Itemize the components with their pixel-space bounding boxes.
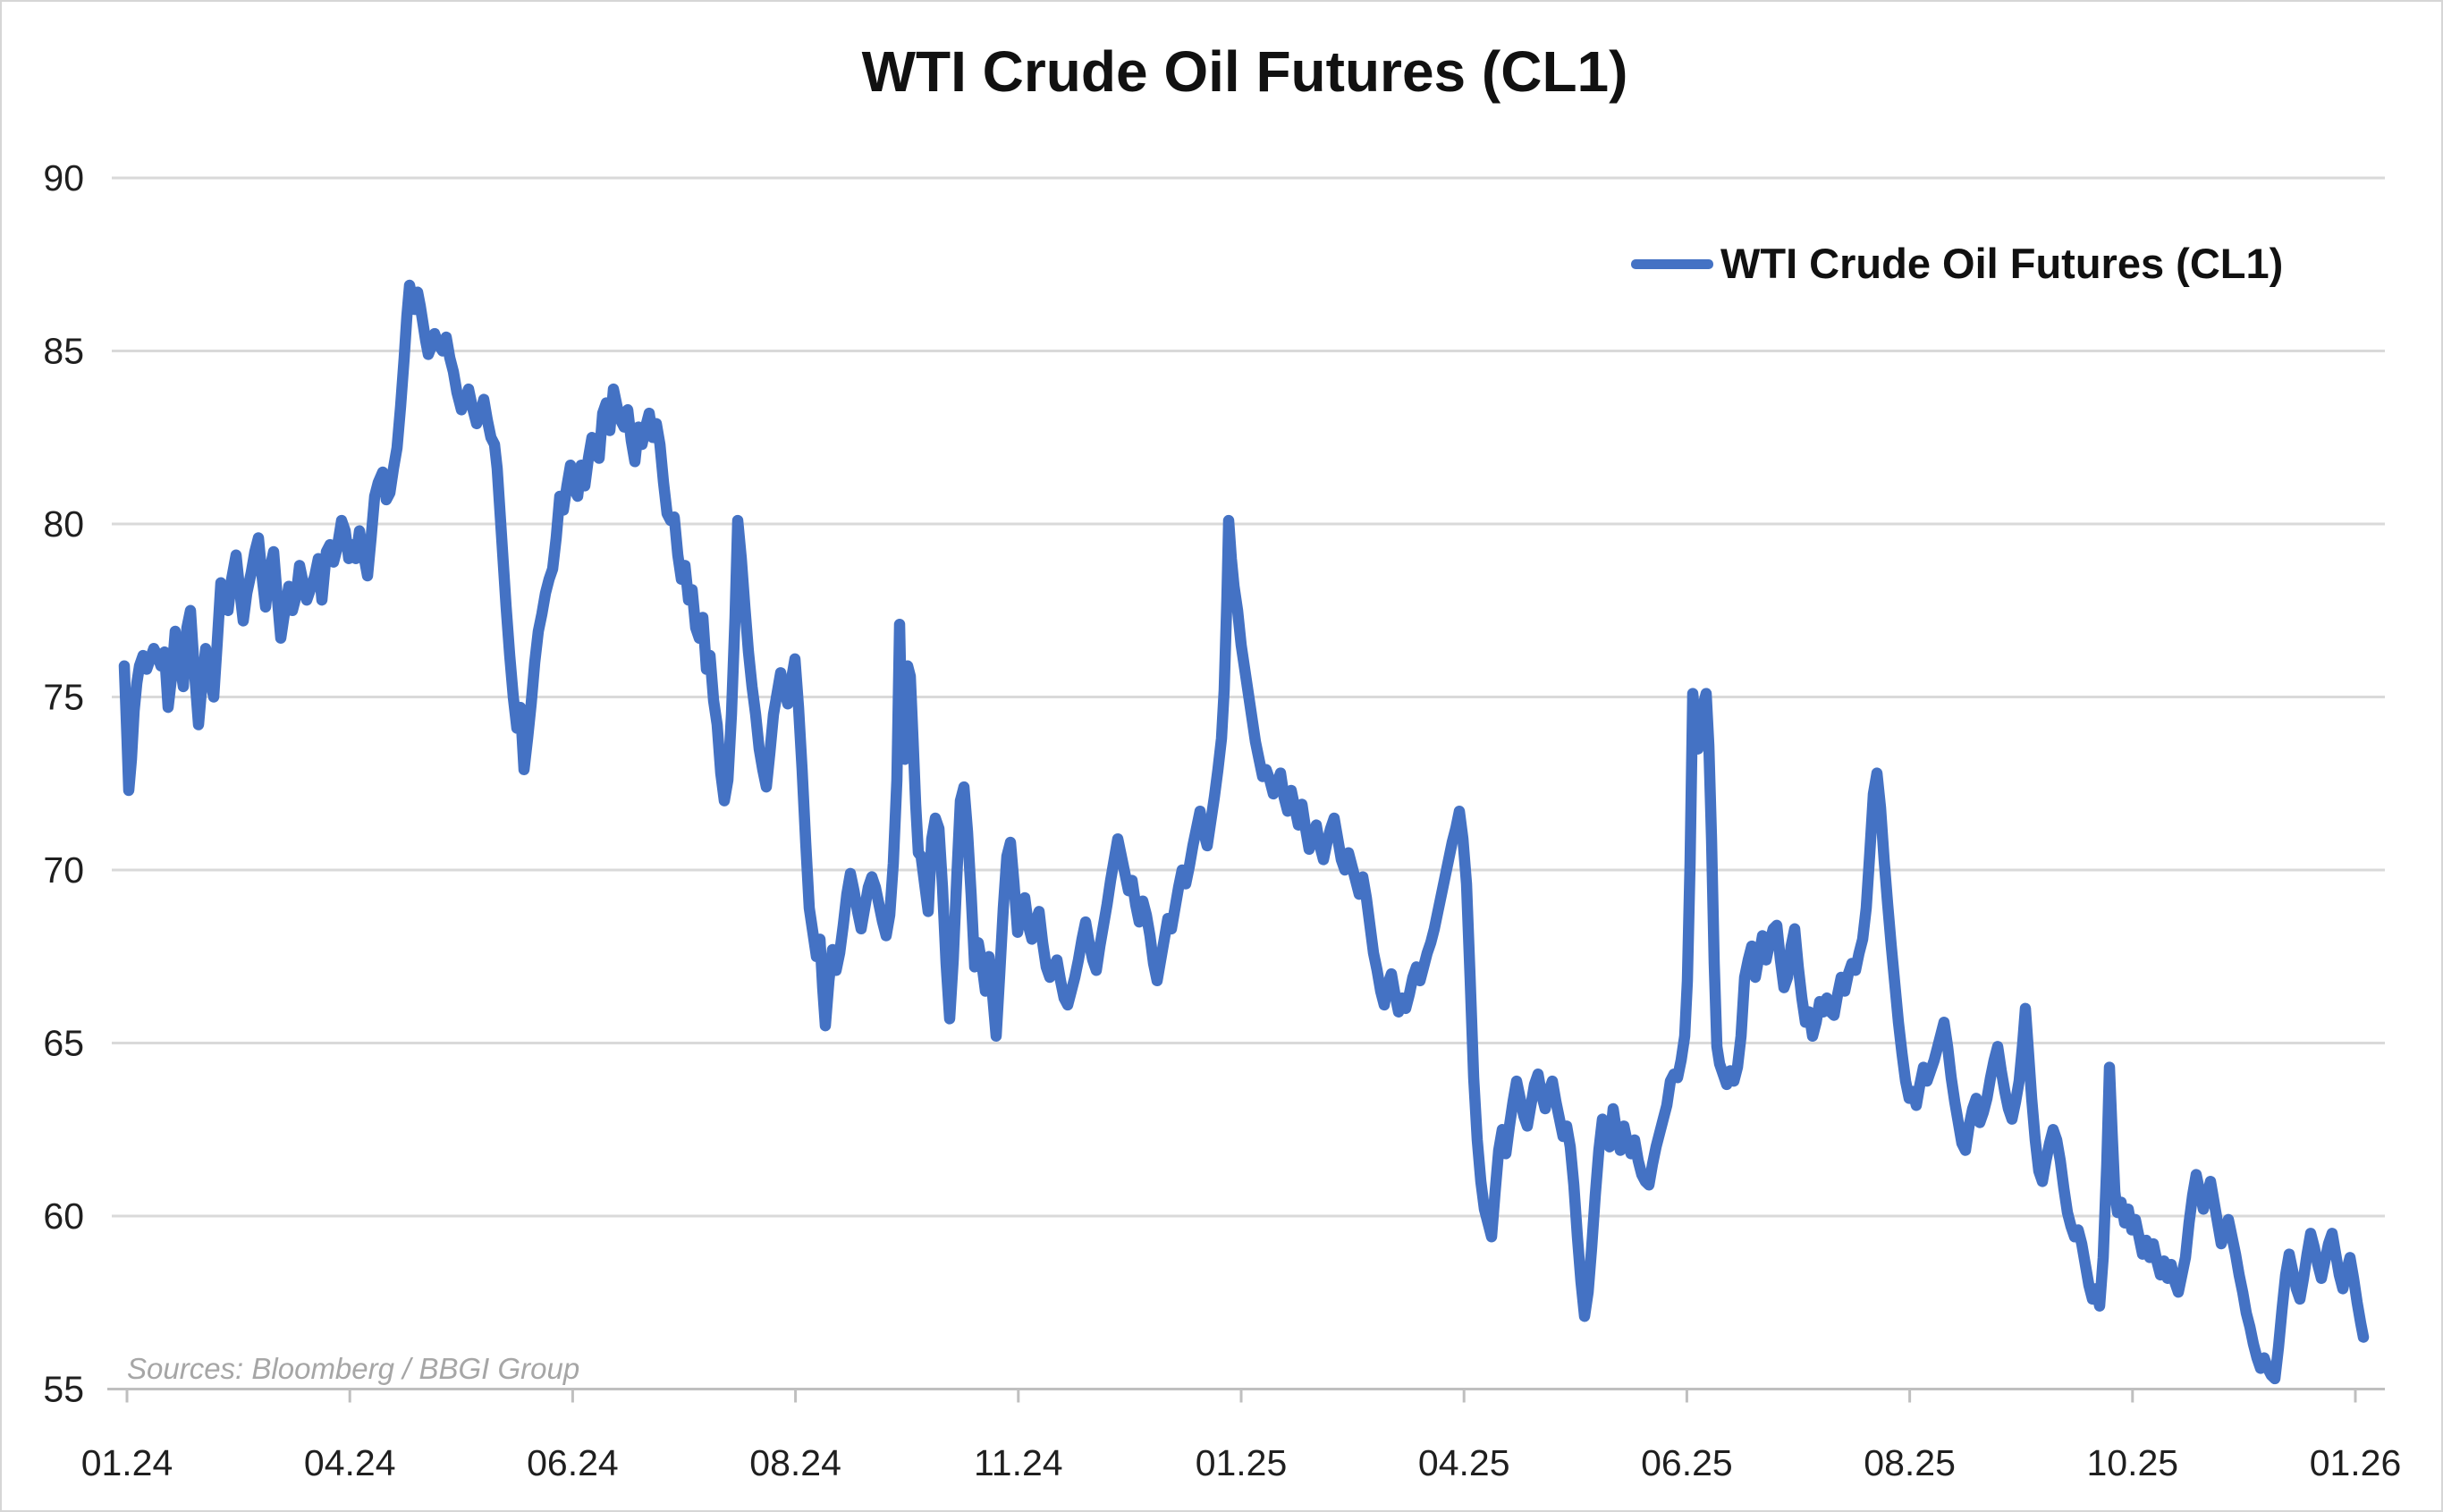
x-axis-label: 01.25 [1196,1442,1288,1483]
y-axis-label: 55 [43,1369,84,1410]
legend: WTI Crude Oil Futures (CL1) [1631,240,2283,287]
x-axis-label: 06.25 [1641,1442,1733,1483]
gridlines [112,176,2385,1218]
x-axis-label: 08.25 [1864,1442,1956,1483]
x-axis-label: 11.24 [974,1442,1063,1483]
y-axis-labels: 90 85 80 75 70 65 60 55 [43,157,84,1410]
x-axis-label: 08.24 [749,1442,841,1483]
y-axis-label: 60 [43,1195,84,1237]
y-axis-label: 70 [43,849,84,891]
x-axis [107,1388,2385,1403]
y-axis-label: 90 [43,157,84,199]
y-axis-label: 85 [43,331,84,372]
chart-title: WTI Crude Oil Futures (CL1) [862,39,1628,104]
source-note: Sources: Bloomberg / BBGI Group [127,1352,579,1385]
y-axis-label: 65 [43,1023,84,1064]
x-axis-label: 01.26 [2310,1442,2402,1483]
y-axis-label: 80 [43,503,84,545]
x-axis-labels: 01.24 04.24 06.24 08.24 11.24 01.25 04.25 06.25… [81,1442,2402,1483]
legend-line-swatch-icon [1631,259,1713,269]
x-axis-label: 04.24 [304,1442,396,1483]
legend-label: WTI Crude Oil Futures (CL1) [1720,240,2283,287]
x-axis-label: 06.24 [527,1442,619,1483]
y-axis-label: 75 [43,677,84,718]
price-line-series [118,279,2370,1385]
x-axis-label: 04.25 [1418,1442,1510,1483]
x-axis-label: 10.25 [2086,1442,2178,1483]
x-axis-label: 01.24 [81,1442,173,1483]
